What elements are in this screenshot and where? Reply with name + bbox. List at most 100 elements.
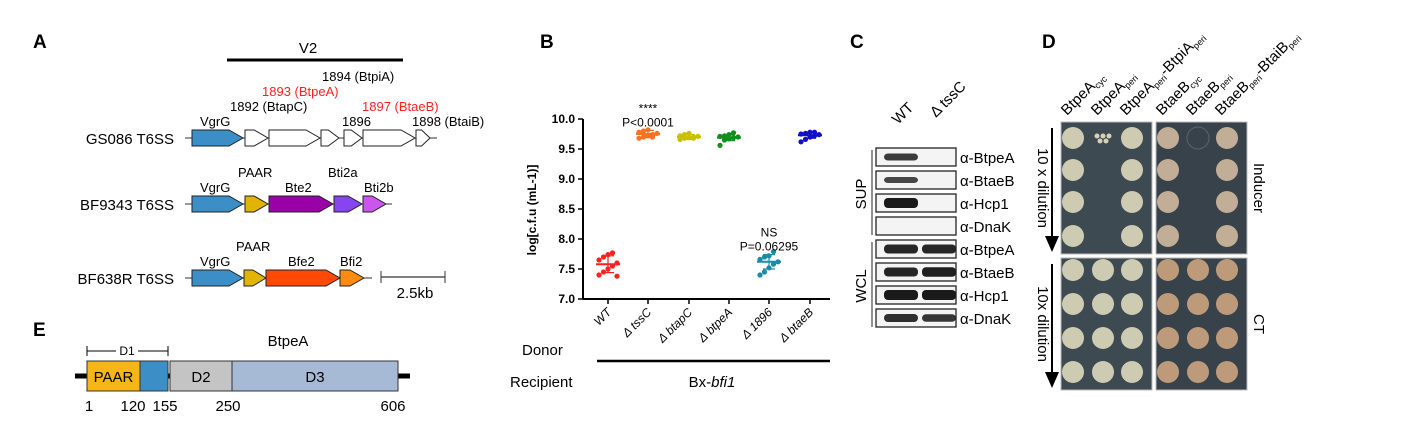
- protein-band: [884, 198, 918, 208]
- scale-label: 2.5kb: [397, 285, 434, 302]
- panel-label-c: C: [850, 32, 864, 53]
- antibody-label: α-Hcp1: [960, 288, 1009, 305]
- data-point: [757, 272, 763, 278]
- antibody-label: α-BtpeA: [960, 242, 1015, 259]
- x-tick-label: Δ btaeB: [776, 305, 817, 346]
- data-point: [757, 256, 763, 262]
- condition-label: Inducer: [1250, 163, 1267, 213]
- dilution-label: 10 x dilution: [1034, 148, 1051, 228]
- colony-spot: [1157, 191, 1179, 213]
- colony-spot: [1216, 159, 1238, 181]
- condition-label: CT: [1250, 314, 1267, 334]
- gene-arrow: [268, 195, 335, 213]
- antibody-label: α-BtaeB: [960, 265, 1015, 282]
- colony-spot: [1157, 259, 1179, 281]
- residue-position: 155: [152, 398, 177, 415]
- colony-spot: [1062, 361, 1084, 383]
- protein-band: [884, 314, 918, 322]
- protein-band: [884, 153, 918, 161]
- domain-label: D3: [305, 369, 324, 386]
- gene-label: Bte2: [285, 180, 312, 195]
- colony-spot: [1216, 327, 1238, 349]
- protein-band: [884, 267, 918, 277]
- colony-spot: [1092, 259, 1114, 281]
- colony-spot: [1094, 133, 1100, 139]
- gene-arrow: [191, 129, 245, 147]
- colony-spot: [1216, 361, 1238, 383]
- colony-spot: [1187, 293, 1209, 315]
- gene-arrow: [362, 129, 417, 147]
- colony-spot: [1157, 293, 1179, 315]
- antibody-label: α-BtaeB: [960, 173, 1015, 190]
- colony-spot: [1121, 293, 1143, 315]
- dilution-label: 10x dilution: [1034, 286, 1051, 362]
- panel-label-e: E: [33, 320, 46, 341]
- domain-block: [169, 360, 233, 392]
- data-point: [802, 136, 809, 142]
- colony-spot: [1157, 159, 1179, 181]
- colony-spot: [1216, 225, 1238, 247]
- data-point: [717, 142, 723, 148]
- data-point: [761, 254, 768, 260]
- colony-spot: [1157, 327, 1179, 349]
- group-label: SUP: [853, 179, 870, 210]
- scatter-chart: log[c.f.u (mL-1)] Donor Recipient Bx-bfi…: [510, 101, 830, 391]
- colony-spot: [1187, 259, 1209, 281]
- recipient-value: Bx-bfi1: [689, 374, 736, 391]
- locus-label: BF638R T6SS: [78, 271, 174, 288]
- colony-spot: [1186, 126, 1210, 150]
- colony-spot: [1062, 159, 1084, 181]
- colony-spot: [1121, 191, 1143, 213]
- panel-label-b: B: [540, 32, 554, 53]
- significance-label: NS: [761, 226, 778, 240]
- p-value-label: P<0.0001: [622, 115, 674, 129]
- antibody-label: α-DnaK: [960, 311, 1011, 328]
- x-tick-label: Δ 1896: [738, 305, 775, 342]
- y-tick-label: 10.0: [552, 112, 576, 126]
- colony-spot: [1092, 293, 1114, 315]
- gene-arrow: [339, 269, 366, 287]
- protein-band: [922, 290, 956, 300]
- colony-spot: [1216, 259, 1238, 281]
- x-tick-label: Δ btapC: [654, 305, 695, 346]
- colony-spot: [1121, 225, 1143, 247]
- domain-block: [86, 360, 141, 392]
- blot-strip: [875, 216, 957, 236]
- colony-spot: [1121, 327, 1143, 349]
- y-tick-label: 9.0: [558, 172, 575, 186]
- locus-label: GS086 T6SS: [86, 131, 174, 148]
- y-axis-label: log[c.f.u (mL-1)]: [525, 165, 539, 256]
- colony-spot: [1187, 361, 1209, 383]
- colony-spot: [1103, 138, 1109, 144]
- p-value-label: P=0.06295: [740, 240, 799, 254]
- colony-spot: [1121, 127, 1143, 149]
- colony-spot: [1062, 327, 1084, 349]
- colony-spot: [1092, 361, 1114, 383]
- gene-arrow: [191, 195, 245, 213]
- colony-spot: [1097, 138, 1103, 144]
- data-point: [600, 254, 607, 260]
- colony-spot: [1157, 225, 1179, 247]
- data-point: [798, 139, 804, 145]
- protein-band: [922, 314, 956, 322]
- data-point: [770, 261, 777, 267]
- colony-spot: [1121, 361, 1143, 383]
- panel-label-a: A: [33, 32, 47, 53]
- gene-label: PAAR: [238, 165, 272, 180]
- donor-label: Donor: [522, 342, 563, 359]
- protein-band: [922, 244, 956, 254]
- colony-spot: [1216, 293, 1238, 315]
- data-point: [596, 257, 602, 263]
- y-tick-label: 7.0: [558, 292, 575, 306]
- gene-label: Bfi2: [340, 254, 362, 269]
- x-tick-label: Δ tssC: [619, 305, 655, 341]
- data-point: [761, 269, 768, 275]
- x-tick-label: Δ btpeA: [695, 305, 736, 346]
- colony-spot: [1216, 127, 1238, 149]
- gene-label: VgrG: [200, 254, 230, 269]
- lane-label: Δ tssC: [927, 78, 970, 121]
- gene-label: 1893 (BtpeA): [262, 84, 339, 99]
- strain-label: BtaeBperi-BtaiBperi: [1212, 28, 1304, 120]
